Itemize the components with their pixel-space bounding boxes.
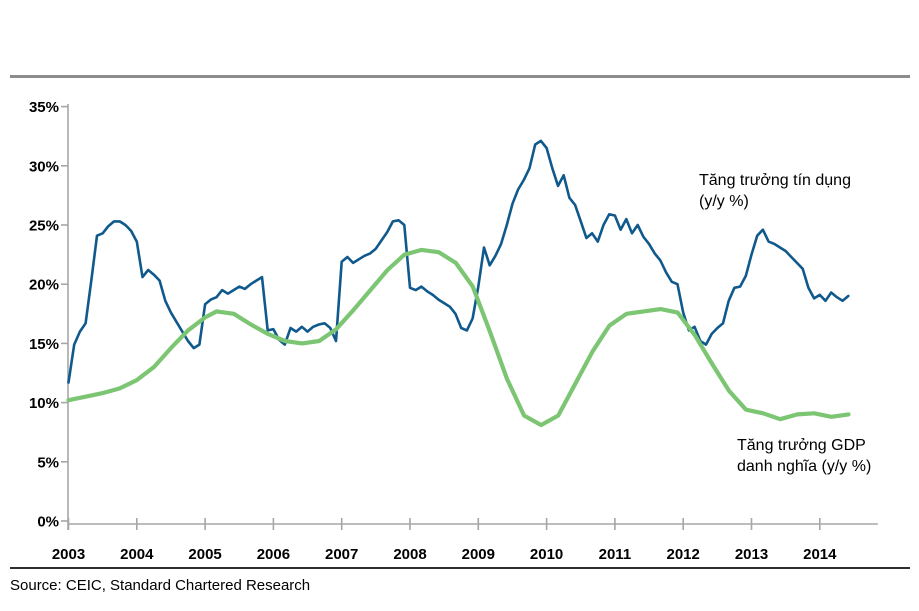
x-axis-tick-label: 2008: [393, 546, 426, 563]
x-axis-tick-label: 2003: [52, 546, 85, 563]
source-note: Source: CEIC, Standard Chartered Researc…: [10, 577, 311, 594]
gdp-growth-series-label: Tăng trưởng GDP danh nghĩa (y/y %): [737, 437, 872, 475]
x-axis-tick-label: 2004: [120, 546, 154, 563]
y-axis-tick-label: 15%: [29, 336, 59, 353]
y-axis-tick-label: 20%: [29, 277, 59, 294]
y-axis-tick-label: 25%: [29, 218, 59, 235]
credit-growth-series-label: Tăng trưởng tín dụng (y/y %): [699, 172, 851, 210]
x-axis-tick-label: 2005: [188, 546, 221, 563]
top-rule: [10, 75, 910, 78]
x-axis-tick-label: 2012: [667, 546, 700, 563]
y-axis-tick-label: 0%: [37, 514, 59, 531]
x-axis-tick-label: 2009: [462, 546, 495, 563]
y-axis-tick-label: 5%: [37, 454, 59, 471]
x-axis-tick-label: 2013: [735, 546, 768, 563]
footer-rule: [10, 567, 910, 569]
y-axis-tick-label: 30%: [29, 158, 59, 175]
x-axis-tick-label: 2006: [257, 546, 290, 563]
credit-growth-line: [67, 139, 850, 384]
x-axis-tick-label: 2007: [325, 546, 358, 563]
y-axis-tick-label: 35%: [29, 99, 59, 116]
x-axis-tick-label: 2011: [599, 546, 632, 563]
x-axis-tick-label: 2014: [803, 546, 837, 563]
gdp-nominal-growth-line: [66, 247, 851, 428]
x-axis-tick-label: 2010: [530, 546, 563, 563]
y-axis-tick-label: 10%: [29, 395, 59, 412]
